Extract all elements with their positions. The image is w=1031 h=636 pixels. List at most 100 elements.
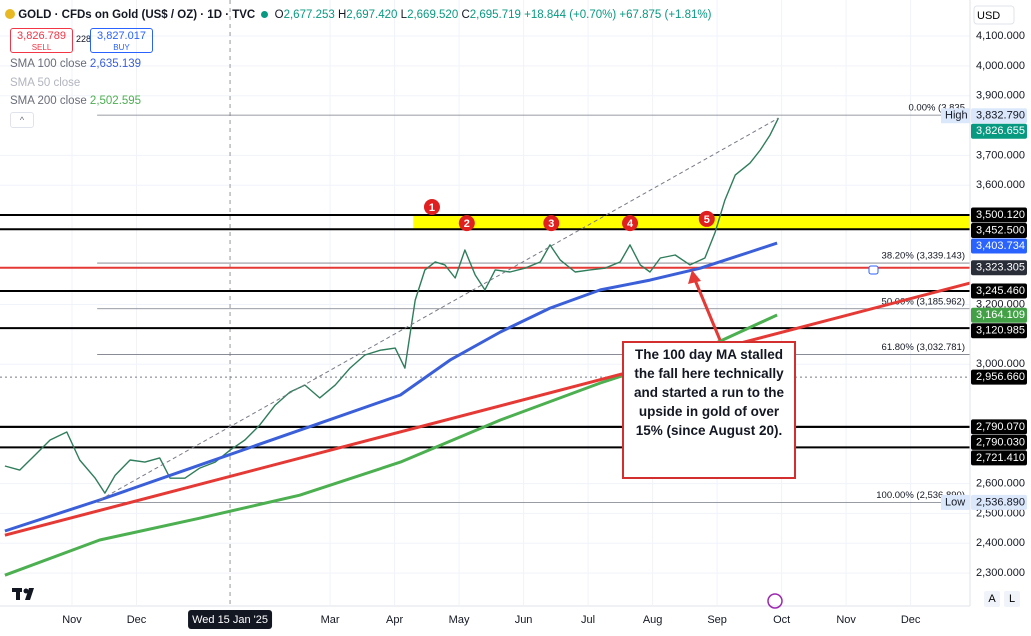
x-tick-label: Jul (581, 614, 595, 626)
x-tick-label: May (449, 614, 470, 626)
y-tick-label: 3,600.000 (976, 179, 1025, 191)
indicator[interactable]: SMA 50 close (10, 77, 80, 89)
y-tick-label: 3,000.000 (976, 358, 1025, 370)
x-tick-label: Mar (321, 614, 340, 626)
auto-label[interactable]: A (988, 593, 996, 605)
marker-label: 4 (627, 218, 634, 230)
arrow-head (688, 270, 701, 284)
annotation: The 100 day MA stalled the fall here tec… (622, 341, 796, 479)
ohlc-value: 2,677.253 (283, 9, 335, 21)
currency-box[interactable] (973, 5, 1015, 25)
price-label-box (971, 238, 1027, 254)
event-icon[interactable] (767, 593, 783, 609)
marker (622, 215, 639, 232)
price-tag-box (941, 108, 970, 124)
y-tick-label: 3,200.000 (976, 298, 1025, 310)
price-label-box (971, 419, 1027, 435)
ohlc-key: C (461, 9, 470, 21)
fib-label: 50.00% (3,185.962) (882, 296, 965, 307)
marker (698, 210, 715, 227)
price-tag: Low (945, 496, 965, 508)
price-label: 2,790.070 (976, 421, 1025, 433)
tv-logo (12, 588, 34, 600)
x-tick-label: Apr (386, 614, 403, 626)
line-handle[interactable] (868, 265, 879, 275)
fib-label: 100.00% (2,536.890) (876, 490, 965, 501)
crosshair-label: Wed 15 Jan '25 (192, 614, 268, 626)
price-label: 3,120.985 (976, 325, 1025, 337)
change: +18.844 (+0.70%) (524, 9, 617, 21)
price-label-box (971, 494, 1027, 510)
marker-label: 2 (464, 218, 470, 230)
currency: USD (977, 10, 1000, 22)
price-label-box (971, 260, 1027, 276)
sell-label[interactable]: SELL (31, 43, 52, 52)
price-label-box (971, 223, 1027, 239)
ohlc-key: H (337, 9, 347, 21)
price-label: 2,536.890 (976, 496, 1025, 508)
x-tick-label: Sep (707, 614, 727, 626)
spread: 228 (76, 34, 92, 44)
x-tick-label: Dec (901, 614, 921, 626)
ohlc-key: L (400, 9, 408, 21)
collapse-button[interactable]: ^ (10, 112, 34, 128)
price-label: 3,500.120 (976, 209, 1025, 221)
indicator-name[interactable]: SMA 200 close (10, 95, 87, 107)
market-status (261, 11, 269, 18)
fib-label: 61.80% (3,032.781) (882, 342, 965, 353)
indicator[interactable]: SMA 100 close 2,635.139 (10, 58, 141, 70)
y-tick-label: 2,500.000 (976, 507, 1025, 519)
ohlc-value: 2,695.719 (469, 9, 521, 21)
y-tick-label: 2,300.000 (976, 567, 1025, 579)
indicator-value: 2,635.139 (89, 58, 142, 70)
x-tick-label: Jun (515, 614, 533, 626)
indicator-name[interactable]: SMA 50 close (10, 77, 81, 89)
price-label-box (971, 123, 1027, 139)
price-label-box (971, 108, 1027, 124)
price-label: 3,403.734 (976, 240, 1025, 252)
series-line (4, 117, 780, 494)
series-line (99, 117, 779, 501)
symbol-icon (5, 9, 15, 19)
indicator-line (4, 241, 778, 533)
buy-price[interactable]: 3,827.017 (97, 30, 146, 42)
log-button[interactable] (1004, 591, 1020, 607)
y-tick-label: 3,900.000 (976, 90, 1025, 102)
change-ytd: +67.875 (+1.81%) (619, 9, 712, 21)
buy-button[interactable]: 3,827.017 BUY (90, 28, 153, 53)
log-label[interactable]: L (1009, 593, 1015, 605)
price-label-box (971, 283, 1027, 299)
price-tag: High (945, 110, 968, 122)
indicator-value: 2,502.595 (89, 95, 142, 107)
crosshair-label-box (188, 610, 273, 629)
price-label-box (971, 434, 1027, 450)
x-tick-label: Nov (836, 614, 856, 626)
buy-label[interactable]: BUY (113, 43, 130, 52)
sell-button[interactable]: 3,826.789 SELL (10, 28, 73, 53)
auto-button[interactable] (984, 591, 1000, 607)
price-label: 2,721.410 (976, 452, 1025, 464)
indicator[interactable]: SMA 200 close 2,502.595 (10, 95, 141, 107)
price-tag-box (941, 494, 970, 510)
y-tick-label: 2,400.000 (976, 537, 1025, 549)
marker-label: 3 (548, 218, 554, 230)
y-tick-label: 4,000.000 (976, 60, 1025, 72)
price-label-box (971, 207, 1027, 223)
marker-label: 1 (429, 202, 435, 214)
price-label-box (971, 307, 1027, 323)
indicator-name[interactable]: SMA 100 close (10, 58, 87, 70)
ohlc-value: 2,669.520 (407, 9, 459, 21)
sell-price[interactable]: 3,826.789 (17, 30, 66, 42)
price-label: 2,790.030 (976, 436, 1025, 448)
ohlc-key: O (274, 9, 284, 21)
price-label: 3,323.305 (976, 262, 1025, 274)
symbol[interactable]: GOLD · CFDs on Gold (US$ / OZ) · 1D · TV… (18, 9, 256, 21)
price-label: 3,245.460 (976, 285, 1025, 297)
x-tick-label: Dec (127, 614, 147, 626)
marker (423, 198, 440, 215)
symbol-row: GOLD · CFDs on Gold (US$ / OZ) · 1D · TV… (5, 9, 711, 21)
fib-label: 38.20% (3,339.143) (882, 251, 965, 262)
y-tick-label: 2,600.000 (976, 477, 1025, 489)
